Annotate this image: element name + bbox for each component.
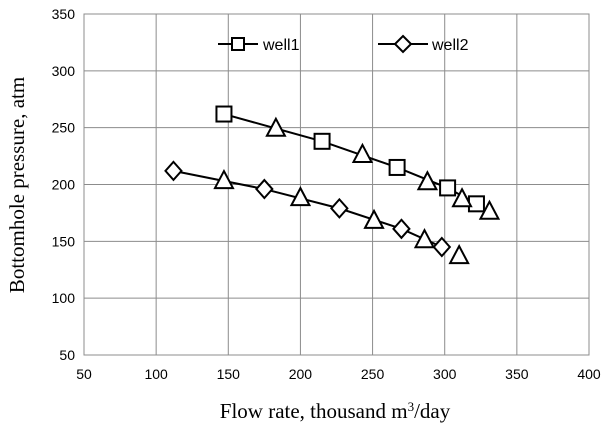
data-point-triangle: [478, 199, 501, 220]
x-tick-label: 300: [433, 366, 457, 382]
data-point-triangle: [213, 168, 235, 190]
data-point-triangle: [265, 116, 287, 137]
legend: well1 well2: [218, 34, 469, 54]
data-point-triangle: [289, 186, 312, 207]
markers-square: [215, 105, 485, 213]
x-tick-label: 250: [361, 366, 385, 382]
data-point-triangle: [413, 228, 436, 249]
x-tick-label: 100: [144, 366, 168, 382]
x-tick-label: 400: [577, 366, 601, 382]
x-axis-title-main: Flow rate, thousand m: [220, 399, 408, 423]
y-tick-label: 50: [59, 347, 75, 363]
data-point-diamond: [330, 197, 349, 219]
data-point-triangle: [448, 243, 470, 265]
data-point-square: [313, 132, 331, 150]
data-point-triangle: [363, 208, 385, 229]
x-axis-title-superscript: 3: [408, 399, 415, 414]
y-tick-label: 100: [52, 290, 76, 306]
x-axis-title: Flow rate, thousand m3/day: [220, 399, 451, 423]
x-tick-label: 50: [76, 366, 92, 382]
legend-entry-well1: well1: [218, 37, 300, 54]
y-tick-label: 150: [52, 233, 76, 249]
data-point-square: [439, 179, 457, 197]
x-tick-label: 200: [289, 366, 313, 382]
x-axis-title-suffix: /day: [414, 399, 451, 423]
grid: [83, 13, 590, 356]
legend-marker-square: [231, 37, 245, 51]
legend-label-well2: well2: [431, 37, 469, 54]
y-tick-label: 200: [52, 177, 76, 193]
data-point-diamond: [255, 178, 274, 200]
y-tick-label: 300: [52, 63, 76, 79]
markers-triangle: [213, 116, 501, 265]
data-point-diamond: [432, 236, 452, 258]
legend-label-well1: well1: [262, 37, 300, 54]
legend-entry-well2: well2: [378, 34, 469, 54]
data-point-square: [388, 158, 406, 176]
markers-diamond: [164, 160, 452, 258]
series-layer: [164, 105, 501, 265]
y-tick-label: 250: [52, 120, 76, 136]
x-tick-label: 150: [217, 366, 241, 382]
data-point-square: [467, 195, 485, 213]
data-point-triangle: [416, 170, 439, 191]
data-point-square: [215, 105, 233, 123]
data-point-triangle: [351, 142, 374, 163]
data-point-triangle: [451, 187, 473, 208]
y-axis-title: Bottomhole pressure, atm: [5, 77, 29, 293]
legend-marker-diamond: [393, 34, 413, 54]
plot-area-border: [83, 13, 590, 356]
x-tick-label: 350: [505, 366, 529, 382]
data-point-diamond: [164, 160, 183, 182]
tick-labels: 50 100 150 200 250 300 350 400 50 100 150 200 250 300…: [52, 6, 601, 382]
data-point-diamond: [392, 218, 411, 240]
y-tick-label: 350: [52, 6, 76, 22]
